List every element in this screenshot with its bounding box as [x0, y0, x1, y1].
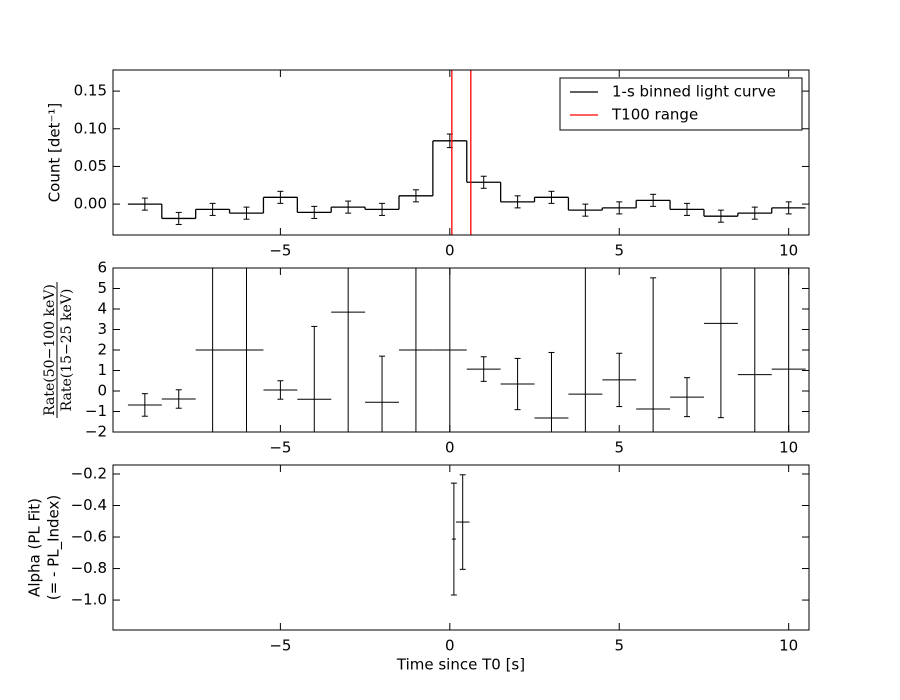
- y-label: Rate(15−25 keV): [59, 289, 75, 412]
- x-tick-label: 5: [614, 439, 624, 457]
- x-tick-label: −5: [269, 439, 291, 457]
- axes-frame: [112, 69, 810, 236]
- x-label: Time since T0 [s]: [396, 656, 525, 674]
- y-label: (= - PL_Index): [45, 495, 64, 600]
- x-tick-label: 0: [445, 637, 455, 655]
- y-tick-label: 2: [97, 341, 107, 359]
- x-tick-label: −5: [269, 637, 291, 655]
- y-tick-label: −0.2: [71, 464, 107, 482]
- y-tick-label: −1.0: [71, 591, 107, 609]
- y-label: Alpha (PL Fit): [26, 498, 44, 597]
- y-tick-label: −0.4: [71, 496, 107, 514]
- y-tick-label: −0.8: [71, 559, 107, 577]
- y-tick-label: 0.10: [74, 119, 107, 137]
- y-tick-label: 0.00: [74, 195, 107, 213]
- legend-label: 1-s binned light curve: [612, 83, 776, 101]
- y-tick-label: −1: [85, 402, 107, 420]
- x-tick-label: 5: [614, 242, 624, 260]
- x-tick-label: 0: [445, 242, 455, 260]
- x-tick-label: 0: [445, 439, 455, 457]
- y-tick-label: 0: [97, 382, 107, 400]
- y-tick-label: 4: [97, 300, 107, 318]
- y-tick-label: −2: [85, 423, 107, 441]
- legend-label: T100 range: [611, 106, 698, 124]
- plot-area: [450, 474, 470, 596]
- x-tick-label: 10: [779, 439, 798, 457]
- axes-frame: [112, 464, 810, 631]
- y-tick-label: 6: [97, 259, 107, 277]
- x-tick-label: 10: [779, 242, 798, 260]
- plot-area: [127, 70, 806, 235]
- y-tick-label: 1: [97, 361, 107, 379]
- y-label: Rate(50−100 keV): [42, 284, 58, 416]
- plot-area: [127, 268, 806, 432]
- y-tick-label: 0.15: [74, 82, 107, 100]
- y-tick-label: 0.05: [74, 157, 107, 175]
- y-tick-label: 3: [97, 320, 107, 338]
- x-tick-label: 10: [779, 637, 798, 655]
- y-tick-label: −0.6: [71, 528, 107, 546]
- y-tick-label: 5: [97, 279, 107, 297]
- x-tick-label: −5: [269, 242, 291, 260]
- y-label: Count [det⁻¹]: [46, 103, 64, 203]
- legend-box: [559, 77, 803, 131]
- x-tick-label: 5: [614, 637, 624, 655]
